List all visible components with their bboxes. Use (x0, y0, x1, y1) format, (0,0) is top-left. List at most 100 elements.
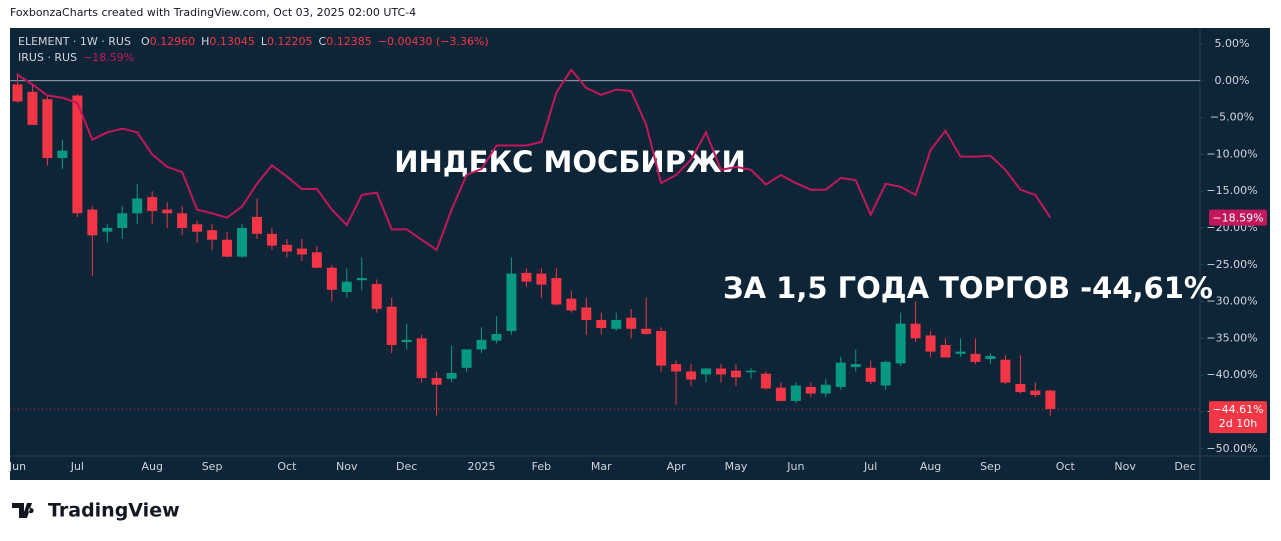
candle-body (925, 335, 936, 352)
x-tick-label: Oct (277, 460, 297, 473)
candle-body (341, 281, 352, 292)
header: FoxbonzaCharts created with TradingView.… (10, 6, 416, 19)
candle-body (177, 213, 188, 228)
legend-row: ELEMENT · 1W · RUS O0.12960 H0.13045 L0.122… (18, 35, 489, 48)
candle-body (311, 252, 322, 268)
candle-body (1000, 359, 1011, 383)
candle-body (117, 213, 128, 228)
candle-body (581, 307, 592, 320)
y-tick-label: 0.00% (1215, 74, 1250, 87)
candle-body (910, 323, 921, 339)
candle-body (431, 378, 442, 385)
x-tick-label: Jul (70, 460, 84, 473)
legend-field-label: L (261, 35, 268, 48)
annotation: ИНДЕКС МОСБИРЖИ (394, 145, 745, 179)
price-tag (1209, 209, 1267, 226)
candle-body (775, 387, 786, 401)
y-tick-label: −15.00% (1206, 184, 1257, 197)
x-tick-label: Jun (786, 460, 804, 473)
legend-change: −0.00430 (−3.36%) (378, 35, 489, 48)
legend-field-label: H (201, 35, 209, 48)
candle-body (251, 216, 262, 234)
y-tick-label: −50.00% (1206, 442, 1257, 455)
x-tick-label: Aug (920, 460, 941, 473)
x-tick-label: Dec (396, 460, 417, 473)
candle-body (656, 331, 667, 366)
candle-body (1045, 390, 1056, 410)
x-tick-label: 2025 (468, 460, 496, 473)
candle-body (1015, 383, 1026, 393)
annotation: ЗА 1,5 ГОДА ТОРГОВ -44,61% (723, 271, 1213, 305)
candle-body (42, 99, 53, 159)
y-tick-label: −35.00% (1206, 331, 1257, 344)
x-tick-label: Nov (1114, 460, 1136, 473)
candle-body (296, 248, 307, 255)
legend-name: IRUS · RUS (18, 51, 77, 64)
candle-body (835, 362, 846, 387)
candle-body (12, 84, 23, 102)
legend-field-value: 0.12205 (267, 35, 313, 48)
x-tick-label: Apr (667, 460, 687, 473)
legend-name: ELEMENT · 1W · RUS (18, 35, 131, 48)
candle-body (566, 298, 577, 311)
candle-body (371, 283, 382, 309)
candle-body (985, 356, 996, 359)
legend-field-label: C (319, 35, 327, 48)
candle-body (27, 91, 38, 125)
candle-body (895, 323, 906, 364)
candle-body (416, 338, 427, 379)
chart-background (10, 28, 1270, 480)
candle-body (745, 370, 756, 373)
candle-body (955, 351, 966, 354)
legend-field-value: 0.13045 (209, 35, 255, 48)
x-tick-label: Sep (980, 460, 1001, 473)
candle-body (686, 371, 697, 380)
candle-body (72, 95, 83, 214)
candle-body (192, 224, 203, 232)
candle-body (820, 384, 831, 394)
candle-body (596, 319, 607, 329)
candle-body (730, 370, 741, 378)
plot-area (10, 68, 1200, 416)
candle-body (701, 368, 712, 375)
candle-body (326, 267, 337, 290)
candle-body (237, 227, 248, 257)
candle-body (521, 272, 532, 282)
candle-body (1030, 390, 1041, 396)
x-tick-label: Jun (8, 460, 26, 473)
candle-body (102, 227, 113, 232)
y-tick-label: −40.00% (1206, 368, 1257, 381)
candle-body (386, 306, 397, 345)
x-tick-label: Feb (532, 460, 551, 473)
x-tick-label: Jul (863, 460, 877, 473)
candle-body (790, 385, 801, 401)
candle-body (865, 367, 876, 382)
y-tick-label: −5.00% (1210, 111, 1254, 124)
candle-body (611, 319, 622, 329)
legend-field-label: O (141, 35, 150, 48)
price-tag-label: −44.61% (1212, 403, 1263, 416)
candle-body (551, 278, 562, 305)
candle-body (626, 317, 637, 329)
axes: 5.00%0.00%−5.00%−10.00%−15.00%−20.00%−25… (8, 37, 1267, 473)
logo: TradingView (12, 500, 180, 522)
candle-body (641, 328, 652, 334)
candle-body (356, 278, 367, 281)
y-tick-label: −30.00% (1206, 295, 1257, 308)
candle-body (805, 386, 816, 394)
candle-body (970, 353, 981, 362)
candle-body (132, 198, 143, 214)
y-tick-label: −25.00% (1206, 258, 1257, 271)
brand: TradingView (48, 500, 180, 522)
candle-body (940, 344, 951, 358)
candle-body (401, 339, 412, 343)
price-tag (1209, 401, 1267, 434)
candle-body (850, 364, 861, 368)
candle-body (476, 339, 487, 350)
candle-body (506, 273, 517, 332)
countdown: 2d 10h (1219, 417, 1257, 430)
candle-body (281, 244, 292, 252)
legend-field-value: 0.12960 (150, 35, 196, 48)
x-tick-label: Nov (336, 460, 358, 473)
